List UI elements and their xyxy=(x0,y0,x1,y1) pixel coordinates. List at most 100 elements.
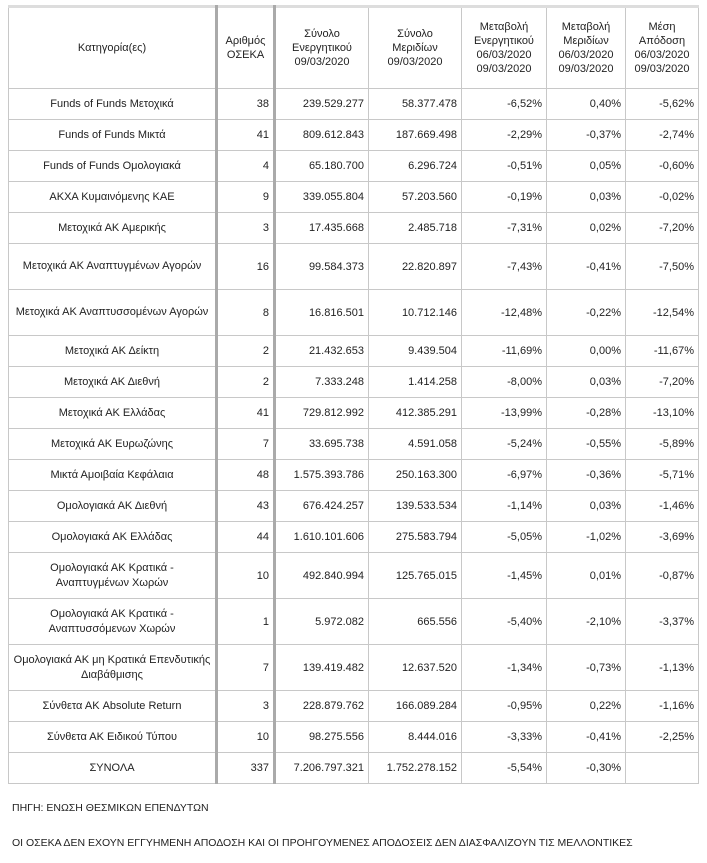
units-change-cell: 0,03% xyxy=(546,181,626,213)
total-units-cell: 665.556 xyxy=(368,598,462,645)
avg-return-cell: -5,89% xyxy=(625,428,699,460)
units-change-cell: -0,30% xyxy=(546,752,626,784)
total-units-cell: 166.089.284 xyxy=(368,690,462,722)
units-change-cell: -0,73% xyxy=(546,644,626,691)
category-cell: Μετοχικά ΑΚ Αναπτυγμένων Αγορών xyxy=(8,243,218,290)
header-avg-return: Μέση Απόδοση 06/03/2020 09/03/2020 xyxy=(625,6,699,89)
table-row: Μικτά Αμοιβαία Κεφάλαια 48 1.575.393.786 25… xyxy=(8,459,699,491)
total-units-cell: 8.444.016 xyxy=(368,721,462,753)
avg-return-cell: -11,67% xyxy=(625,335,699,367)
category-cell: Funds of Funds Μικτά xyxy=(8,119,218,151)
category-cell: Μετοχικά ΑΚ Αναπτυσσομένων Αγορών xyxy=(8,289,218,336)
avg-return-cell: -7,50% xyxy=(625,243,699,290)
units-change-cell: -1,02% xyxy=(546,521,626,553)
fund-categories-table: Κατηγορία(ες) Αριθμός ΟΣΕΚΑ Σύνολο Ενεργητ… xyxy=(8,5,699,784)
assets-change-cell: -6,52% xyxy=(461,88,547,120)
avg-return-cell: -12,54% xyxy=(625,289,699,336)
total-units-cell: 187.669.498 xyxy=(368,119,462,151)
fund-count-cell: 3 xyxy=(216,690,276,722)
total-units-cell: 22.820.897 xyxy=(368,243,462,290)
assets-change-cell: -1,45% xyxy=(461,552,547,599)
assets-change-cell: -11,69% xyxy=(461,335,547,367)
assets-change-cell: -0,95% xyxy=(461,690,547,722)
total-assets-cell: 492.840.994 xyxy=(274,552,369,599)
assets-change-cell: -8,00% xyxy=(461,366,547,398)
category-cell: Μετοχικά ΑΚ Ελλάδας xyxy=(8,397,218,429)
category-cell: Ομολογιακά ΑΚ Κρατικά - Αναπτυγμένων Χωρ… xyxy=(8,552,218,599)
fund-count-cell: 43 xyxy=(216,490,276,522)
fund-count-cell: 8 xyxy=(216,289,276,336)
fund-count-cell: 38 xyxy=(216,88,276,120)
category-cell: ΑΚΧΑ Κυμαινόμενης ΚΑΕ xyxy=(8,181,218,213)
fund-count-cell: 10 xyxy=(216,721,276,753)
total-assets-cell: 33.695.738 xyxy=(274,428,369,460)
fund-count-cell: 3 xyxy=(216,212,276,244)
table-row: Μετοχικά ΑΚ Ελλάδας 41 729.812.992 412.385.… xyxy=(8,397,699,429)
disclaimer-note: ΟΙ ΟΣΕΚΑ ΔΕΝ ΕΧΟΥΝ ΕΓΓΥΗΜΕΝΗ ΑΠΟΔΟΣΗ ΚΑΙ… xyxy=(12,837,633,849)
units-change-cell: 0,01% xyxy=(546,552,626,599)
table-row: Μετοχικά ΑΚ Ευρωζώνης 7 33.695.738 4.591.05… xyxy=(8,428,699,460)
table-body: Funds of Funds Μετοχικά 38 239.529.277 58.3… xyxy=(8,88,699,784)
total-assets-cell: 228.879.762 xyxy=(274,690,369,722)
total-assets-cell: 1.610.101.606 xyxy=(274,521,369,553)
header-assets-change: Μεταβολή Ενεργητικού 06/03/2020 09/03/20… xyxy=(461,6,547,89)
avg-return-cell: -7,20% xyxy=(625,212,699,244)
fund-count-cell: 10 xyxy=(216,552,276,599)
fund-count-cell: 1 xyxy=(216,598,276,645)
avg-return-cell: -1,46% xyxy=(625,490,699,522)
table-row: Μετοχικά ΑΚ Αμερικής 3 17.435.668 2.485.718… xyxy=(8,212,699,244)
source-note: ΠΗΓΗ: ΕΝΩΣΗ ΘΕΣΜΙΚΩΝ ΕΠΕΝΔΥΤΩΝ xyxy=(12,802,209,814)
category-cell: Μετοχικά ΑΚ Δείκτη xyxy=(8,335,218,367)
category-cell: Ομολογιακά ΑΚ Κρατικά - Αναπτυσσόμενων Χ… xyxy=(8,598,218,645)
category-cell: Μετοχικά ΑΚ Αμερικής xyxy=(8,212,218,244)
total-units-cell: 139.533.534 xyxy=(368,490,462,522)
table-row: Μετοχικά ΑΚ Δείκτη 2 21.432.653 9.439.504 -1… xyxy=(8,335,699,367)
units-change-cell: 0,40% xyxy=(546,88,626,120)
units-change-cell: -0,37% xyxy=(546,119,626,151)
fund-count-cell: 7 xyxy=(216,428,276,460)
avg-return-cell: -0,60% xyxy=(625,150,699,182)
header-total-units: Σύνολο Μεριδίων 09/03/2020 xyxy=(368,6,462,89)
total-units-cell: 57.203.560 xyxy=(368,181,462,213)
category-cell: Ομολογιακά ΑΚ Ελλάδας xyxy=(8,521,218,553)
header-units-change: Μεταβολή Μεριδίων 06/03/2020 09/03/2020 xyxy=(546,6,626,89)
units-change-cell: -2,10% xyxy=(546,598,626,645)
fund-count-cell: 41 xyxy=(216,397,276,429)
avg-return-cell: -3,37% xyxy=(625,598,699,645)
assets-change-cell: -5,40% xyxy=(461,598,547,645)
fund-table-container: Κατηγορία(ες) Αριθμός ΟΣΕΚΑ Σύνολο Ενεργητ… xyxy=(8,5,699,784)
total-units-cell: 125.765.015 xyxy=(368,552,462,599)
table-row: Ομολογιακά ΑΚ Κρατικά - Αναπτυσσόμενων Χ… xyxy=(8,598,699,645)
units-change-cell: -0,41% xyxy=(546,721,626,753)
total-units-cell: 412.385.291 xyxy=(368,397,462,429)
table-row: Σύνθετα ΑΚ Absolute Return 3 228.879.762 16… xyxy=(8,690,699,722)
category-cell: Ομολογιακά ΑΚ μη Κρατικά Επενδυτικής Δια… xyxy=(8,644,218,691)
avg-return-cell: -5,71% xyxy=(625,459,699,491)
table-row: ΑΚΧΑ Κυμαινόμενης ΚΑΕ 9 339.055.804 57.203.… xyxy=(8,181,699,213)
total-units-cell: 1.752.278.152 xyxy=(368,752,462,784)
fund-count-cell: 7 xyxy=(216,644,276,691)
totals-row: ΣΥΝΟΛΑ 337 7.206.797.321 1.752.278.152 -5,54… xyxy=(8,752,699,784)
assets-change-cell: -6,97% xyxy=(461,459,547,491)
total-units-cell: 9.439.504 xyxy=(368,335,462,367)
category-cell: Ομολογιακά ΑΚ Διεθνή xyxy=(8,490,218,522)
assets-change-cell: -7,43% xyxy=(461,243,547,290)
total-assets-cell: 729.812.992 xyxy=(274,397,369,429)
assets-change-cell: -5,54% xyxy=(461,752,547,784)
total-assets-cell: 7.333.248 xyxy=(274,366,369,398)
table-row: Μετοχικά ΑΚ Αναπτυγμένων Αγορών 16 99.584.… xyxy=(8,243,699,290)
avg-return-cell: -7,20% xyxy=(625,366,699,398)
assets-change-cell: -3,33% xyxy=(461,721,547,753)
category-cell: Funds of Funds Ομολογιακά xyxy=(8,150,218,182)
fund-count-cell: 41 xyxy=(216,119,276,151)
total-units-cell: 275.583.794 xyxy=(368,521,462,553)
fund-count-cell: 48 xyxy=(216,459,276,491)
total-units-cell: 58.377.478 xyxy=(368,88,462,120)
total-assets-cell: 16.816.501 xyxy=(274,289,369,336)
total-assets-cell: 339.055.804 xyxy=(274,181,369,213)
avg-return-cell: -1,16% xyxy=(625,690,699,722)
fund-count-cell: 4 xyxy=(216,150,276,182)
category-cell: Μετοχικά ΑΚ Διεθνή xyxy=(8,366,218,398)
fund-count-cell: 44 xyxy=(216,521,276,553)
total-assets-cell: 1.575.393.786 xyxy=(274,459,369,491)
